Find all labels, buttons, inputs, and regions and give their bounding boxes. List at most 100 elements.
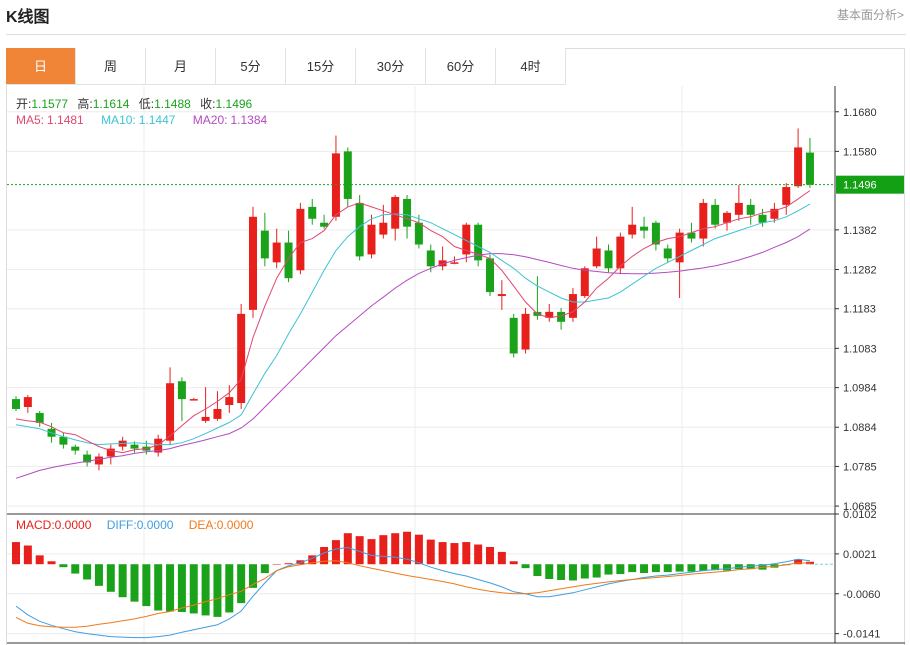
candle-body [746, 204, 755, 215]
macd-tick-label: 0.0102 [843, 509, 877, 521]
macd-bar [675, 564, 684, 572]
tab-15min[interactable]: 15分 [286, 48, 356, 85]
candle-body [284, 242, 293, 279]
price-tick-label: 1.1382 [843, 225, 877, 237]
candle-body [699, 202, 708, 239]
candle-body [213, 408, 222, 419]
macd-bar [225, 564, 234, 613]
macd-bar [474, 544, 483, 565]
ma20-label: MA20: [192, 113, 228, 127]
price-tick-label: 1.0685 [843, 501, 877, 513]
macd-tick-label: -0.0060 [843, 589, 880, 601]
candle-body [106, 448, 115, 457]
current-price-label: 1.1496 [843, 180, 877, 192]
candle-body [509, 317, 518, 354]
macd-bar [592, 564, 601, 578]
candle-body [604, 250, 613, 269]
candle-body [367, 224, 376, 255]
candle-body [794, 147, 803, 187]
macd-bar [35, 555, 44, 565]
diff-label: DIFF: [106, 518, 137, 532]
ma-info: MA5: 1.1481 MA10: 1.1447 MA20: 1.1384 [16, 113, 273, 127]
candle-body [201, 416, 210, 421]
macd-bar [249, 564, 257, 588]
candle-body [557, 311, 566, 322]
macd-bar [557, 564, 566, 580]
ma10-line [15, 203, 811, 446]
macd-bar [699, 564, 708, 571]
macd-bar [83, 564, 92, 580]
candle-body [758, 214, 767, 223]
ma5-value: 1.1481 [47, 113, 84, 127]
candles-group [12, 128, 814, 471]
candle-body [580, 268, 589, 297]
macd-value: 0.0000 [54, 518, 92, 532]
candle-body [379, 222, 388, 235]
macd-bar [177, 564, 186, 612]
candle-body [687, 232, 696, 239]
candle-body [94, 456, 103, 465]
tab-day[interactable]: 日 [6, 48, 76, 85]
macd-bar [237, 564, 246, 604]
open-label: 开: [16, 97, 32, 111]
ohlc-info: 开:1.1577 高:1.1614 低:1.1488 收:1.1496 [16, 95, 258, 112]
ma10-label: MA10: [101, 113, 136, 127]
macd-bar [154, 564, 163, 611]
macd-bar [580, 564, 589, 579]
candle-body [414, 222, 423, 245]
diff-value: 0.0000 [136, 518, 174, 532]
header-divider [6, 34, 906, 35]
price-tick-label: 1.1282 [843, 264, 877, 276]
tab-week[interactable]: 周 [76, 48, 146, 85]
macd-bar [94, 564, 103, 586]
candle-body [249, 216, 257, 310]
period-tabs: 日 周 月 5分 15分 30分 60分 4时 [6, 48, 566, 85]
macd-bar [391, 533, 400, 565]
macd-bar [118, 564, 127, 598]
macd-bar [47, 561, 56, 565]
macd-bar [403, 531, 412, 565]
candle-body [438, 260, 447, 267]
tab-4hour[interactable]: 4时 [496, 48, 566, 85]
candle-body [675, 232, 684, 263]
macd-bar [71, 564, 80, 574]
candle-body [474, 224, 483, 261]
macd-bar [331, 540, 340, 565]
candle-body [59, 436, 68, 445]
tab-30min[interactable]: 30分 [356, 48, 426, 85]
candle-body [166, 383, 175, 441]
ma10-value: 1.1447 [138, 113, 176, 127]
candle-body [462, 224, 471, 255]
macd-bar [628, 564, 637, 573]
candle-body [154, 438, 163, 453]
macd-bar [663, 564, 672, 573]
ma20-value: 1.1384 [230, 113, 268, 127]
macd-bar [509, 561, 518, 565]
price-tick-label: 1.1680 [843, 107, 877, 119]
candle-body [663, 248, 672, 259]
macd-bar [616, 564, 625, 575]
ma5-line [15, 190, 811, 454]
candle-body [130, 444, 139, 449]
tab-60min[interactable]: 60分 [426, 48, 496, 85]
candle-body [343, 151, 352, 199]
macd-bar [486, 546, 494, 565]
macd-bar [142, 564, 151, 607]
tab-month[interactable]: 月 [146, 48, 216, 85]
candle-body [189, 399, 198, 401]
macd-bar [651, 564, 660, 573]
macd-bar [521, 564, 530, 569]
price-tick-label: 1.0984 [843, 383, 877, 395]
candle-body [723, 212, 731, 223]
candle-body [770, 208, 779, 219]
fundamental-analysis-link[interactable]: 基本面分析> [836, 8, 904, 22]
price-tick-label: 1.0884 [843, 422, 877, 434]
candle-body [651, 222, 660, 245]
macd-bar [687, 564, 696, 572]
macd-label: MACD: [16, 518, 55, 532]
tab-5min[interactable]: 5分 [216, 48, 286, 85]
macd-bar [734, 564, 743, 570]
ma5-label: MA5: [16, 113, 45, 127]
price-tick-label: 1.1183 [843, 304, 876, 316]
